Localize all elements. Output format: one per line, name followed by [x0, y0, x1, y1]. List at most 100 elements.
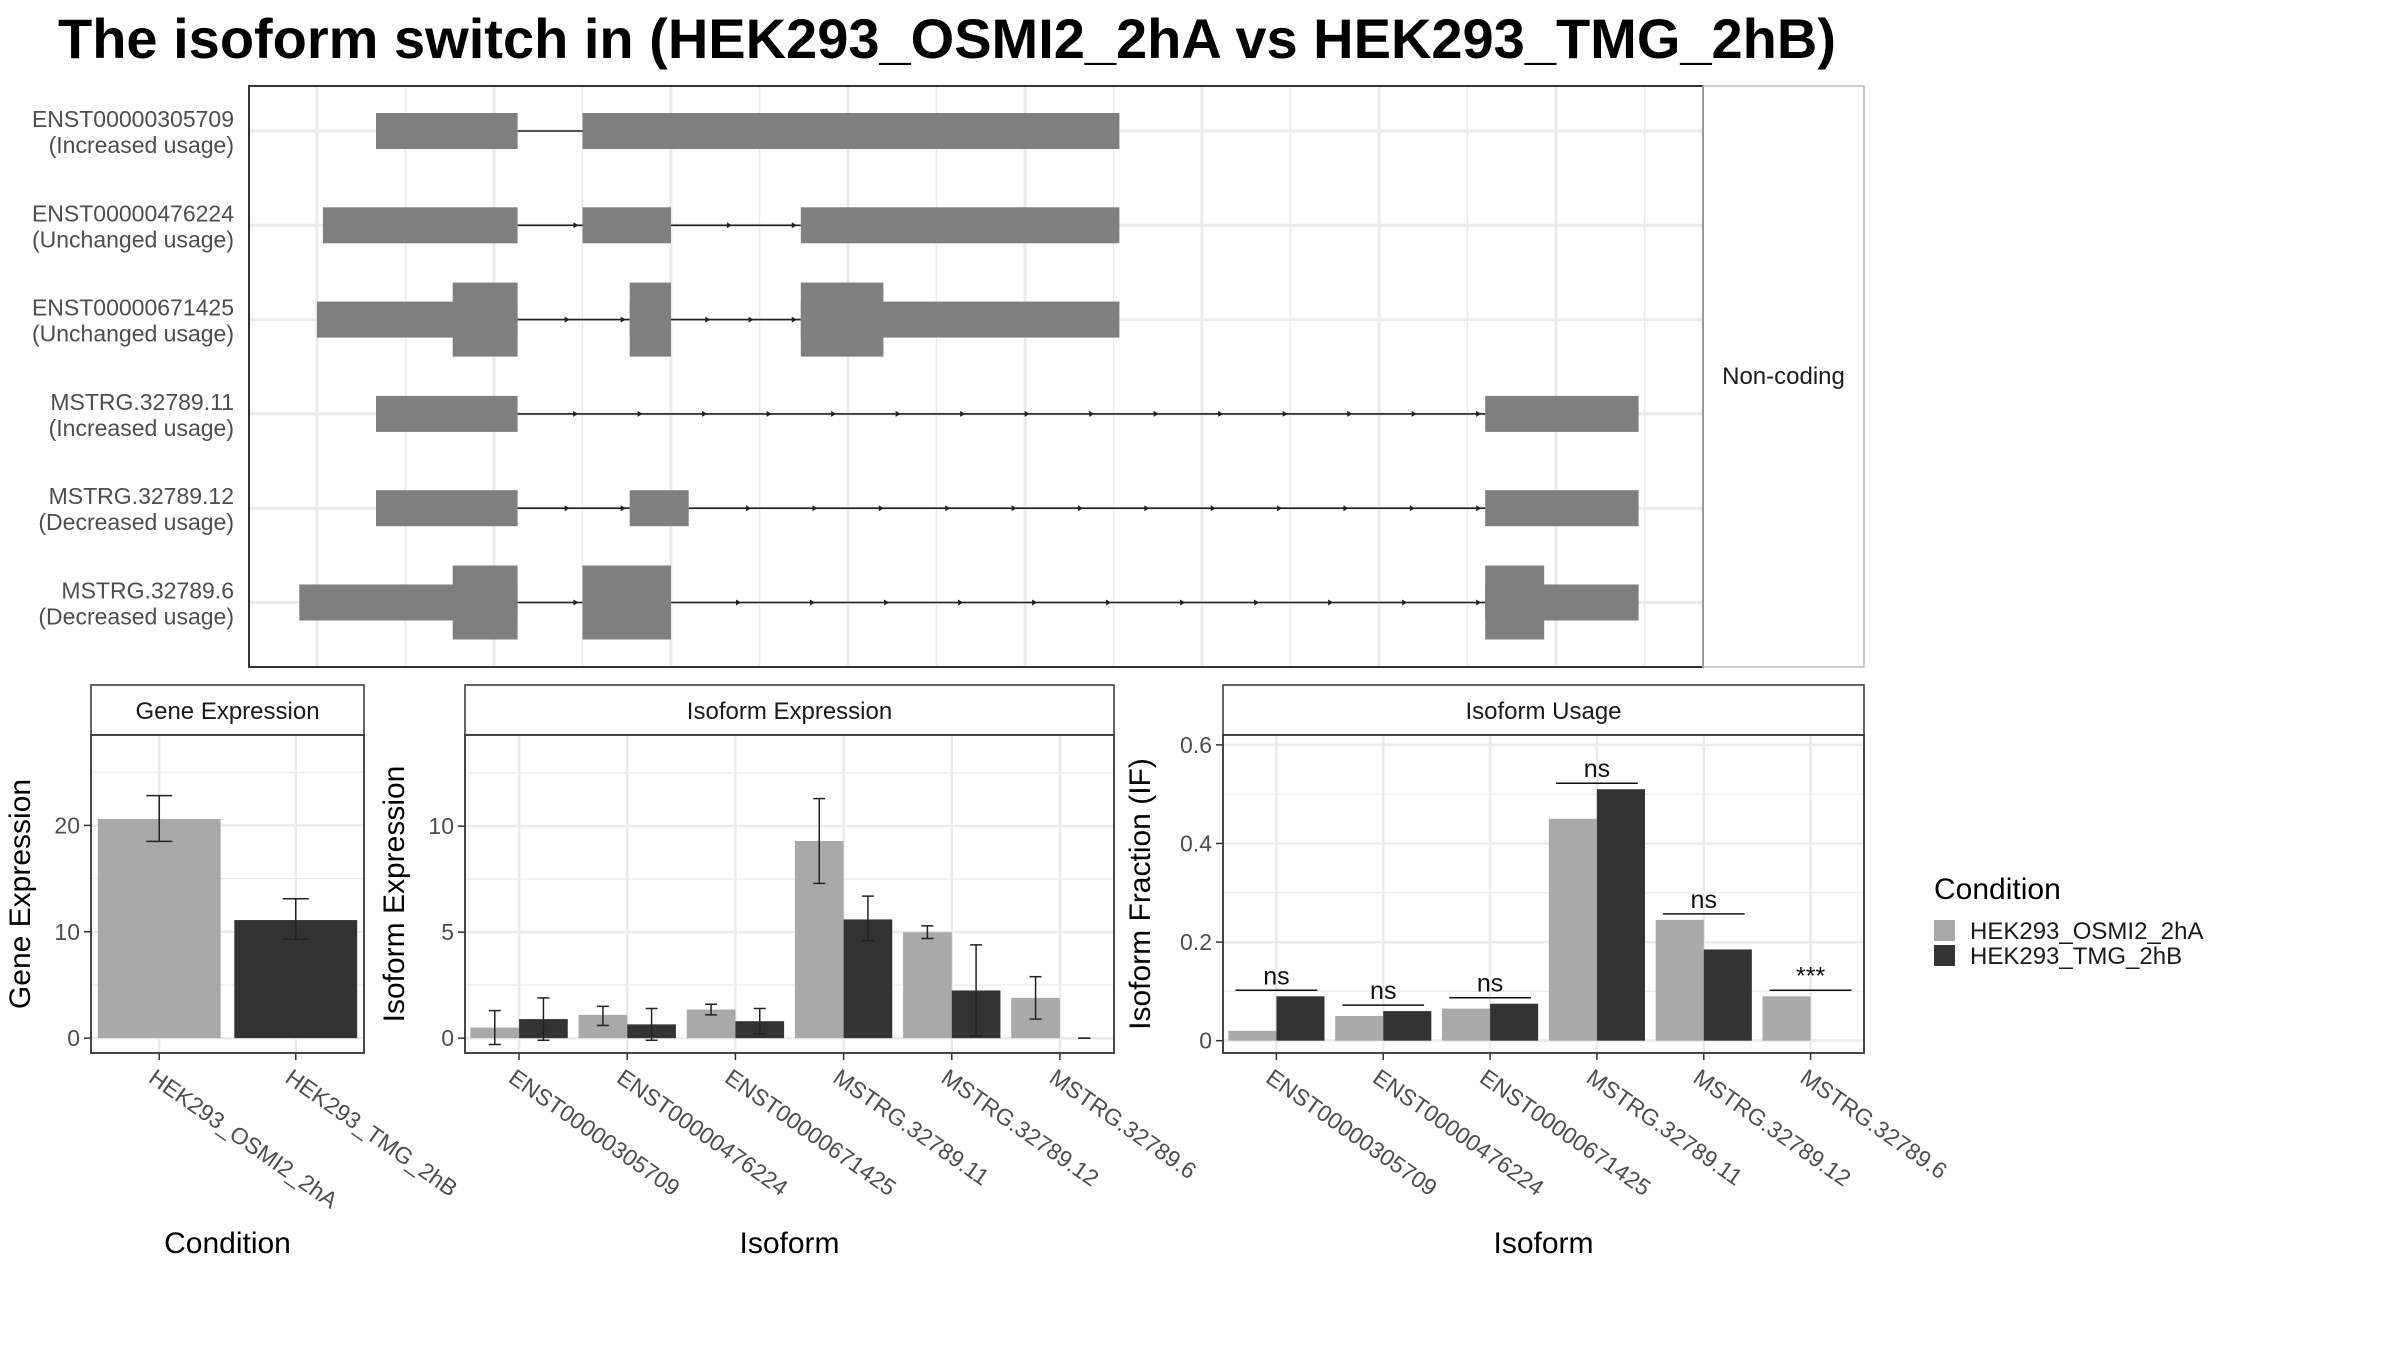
intron-direction-arrow	[620, 316, 626, 323]
intron-direction-arrow	[766, 410, 772, 417]
exon-cds-block	[582, 565, 671, 640]
facet-label-non-coding: Non-coding	[1722, 363, 1845, 390]
legend-swatch	[1934, 920, 1955, 941]
legend-title: Condition	[1934, 873, 2061, 906]
transcript-usage-label: (Decreased usage)	[38, 604, 234, 630]
panel-strip	[464, 684, 1115, 736]
intron-direction-arrow	[1180, 599, 1186, 606]
y-tick-label: 0.4	[1180, 830, 1212, 856]
bar	[97, 819, 221, 1039]
exon-cds-block	[800, 282, 884, 357]
intron-direction-arrow	[637, 410, 643, 417]
intron-direction-arrow	[1210, 505, 1216, 512]
intron-direction-arrow	[1328, 599, 1334, 606]
intron-direction-arrow	[746, 505, 752, 512]
transcript-id-label: MSTRG.32789.6	[61, 578, 234, 604]
intron-direction-arrow	[1282, 410, 1288, 417]
x-axis-title: Isoform	[739, 1227, 839, 1260]
intron-direction-arrow	[1089, 410, 1095, 417]
intron-direction-arrow	[1347, 410, 1353, 417]
exon-utr-block	[1485, 490, 1639, 527]
panel-border	[464, 734, 1115, 1054]
exon-utr-block	[376, 395, 518, 432]
intron-direction-arrow	[702, 410, 708, 417]
exon-cds-block	[629, 282, 671, 357]
intron-direction-arrow	[1409, 505, 1415, 512]
intron-direction-arrow	[831, 410, 837, 417]
x-axis-title: Isoform	[1493, 1227, 1593, 1260]
significance-label: ns	[1263, 962, 1289, 990]
panel-strip-title: Gene Expression	[135, 698, 319, 725]
exon-cds-block	[1485, 565, 1545, 640]
transcript-usage-label: (Unchanged usage)	[32, 321, 234, 347]
exon-utr-block	[582, 207, 671, 244]
intron-direction-arrow	[726, 222, 732, 229]
transcript-id-label: MSTRG.32789.11	[50, 389, 234, 415]
panel-strip-title: Isoform Expression	[687, 698, 892, 725]
bar	[1762, 996, 1811, 1041]
intron-direction-arrow	[895, 410, 901, 417]
y-tick-label: 0	[67, 1025, 80, 1051]
intron-direction-arrow	[748, 316, 754, 323]
panel-background	[465, 735, 1114, 1053]
intron-direction-arrow	[812, 505, 818, 512]
significance-label: ns	[1477, 970, 1503, 998]
intron-direction-arrow	[1343, 505, 1349, 512]
isoform-expression-chart: Isoform Expression0510ENST00000305709ENS…	[378, 684, 1201, 1260]
intron-direction-arrow	[1032, 599, 1038, 606]
intron-direction-arrow	[1106, 599, 1112, 606]
exon-utr-block	[582, 113, 1120, 149]
y-tick-label: 0.6	[1180, 732, 1212, 758]
bar	[1442, 1008, 1491, 1041]
intron-direction-arrow	[1144, 505, 1150, 512]
y-tick-label: 0	[441, 1025, 454, 1051]
y-tick-label: 0.2	[1180, 929, 1212, 955]
bar	[1335, 1016, 1384, 1041]
intron-direction-arrow	[705, 316, 711, 323]
y-tick-label: 10	[428, 813, 454, 839]
intron-direction-arrow	[1476, 505, 1482, 512]
x-tick-label: ENST00000305709	[1262, 1064, 1442, 1201]
significance-label: ***	[1796, 962, 1825, 990]
structure-facet-strip	[1702, 85, 1865, 668]
x-axis-title: Condition	[164, 1227, 291, 1260]
y-tick-label: 20	[54, 812, 80, 838]
y-tick-label: 5	[441, 919, 454, 945]
transcript-id-label: ENST00000671425	[32, 295, 234, 321]
intron-direction-arrow	[1476, 410, 1482, 417]
intron-direction-arrow	[573, 222, 579, 229]
bar	[903, 932, 952, 1039]
exon-utr-block	[800, 207, 1120, 244]
y-tick-label: 10	[54, 919, 80, 945]
transcript-usage-label: (Unchanged usage)	[32, 226, 234, 252]
intron-direction-arrow	[1411, 410, 1417, 417]
transcript-usage-label: (Decreased usage)	[38, 509, 234, 535]
transcript-id-label: MSTRG.32789.12	[49, 483, 234, 509]
intron-direction-arrow	[945, 505, 951, 512]
bar	[1548, 818, 1597, 1041]
intron-direction-arrow	[958, 599, 964, 606]
intron-direction-arrow	[573, 599, 579, 606]
intron-direction-arrow	[1218, 410, 1224, 417]
transcript-usage-label: (Increased usage)	[49, 132, 234, 158]
intron-direction-arrow	[878, 505, 884, 512]
transcript-id-label: ENST00000476224	[32, 200, 234, 226]
transcript-id-label: ENST00000305709	[32, 106, 234, 132]
exon-cds-block	[452, 565, 518, 640]
x-tick-label: ENST00000671425	[1475, 1064, 1655, 1201]
intron-direction-arrow	[1077, 505, 1083, 512]
figure-title: The isoform switch in (HEK293_OSMI2_2hA …	[58, 7, 1836, 70]
intron-direction-arrow	[884, 599, 890, 606]
significance-label: ns	[1584, 755, 1610, 783]
legend-item-label: HEK293_TMG_2hB	[1970, 943, 2182, 970]
intron-direction-arrow	[1277, 505, 1283, 512]
y-tick-label: 0	[1199, 1028, 1212, 1054]
intron-direction-arrow	[960, 410, 966, 417]
y-axis-title: Gene Expression	[4, 779, 37, 1009]
panel-border	[90, 734, 365, 1054]
intron-direction-arrow	[791, 222, 797, 229]
intron-direction-arrow	[1024, 410, 1030, 417]
x-tick-label: ENST00000476224	[1368, 1064, 1549, 1201]
intron-direction-arrow	[1402, 599, 1408, 606]
